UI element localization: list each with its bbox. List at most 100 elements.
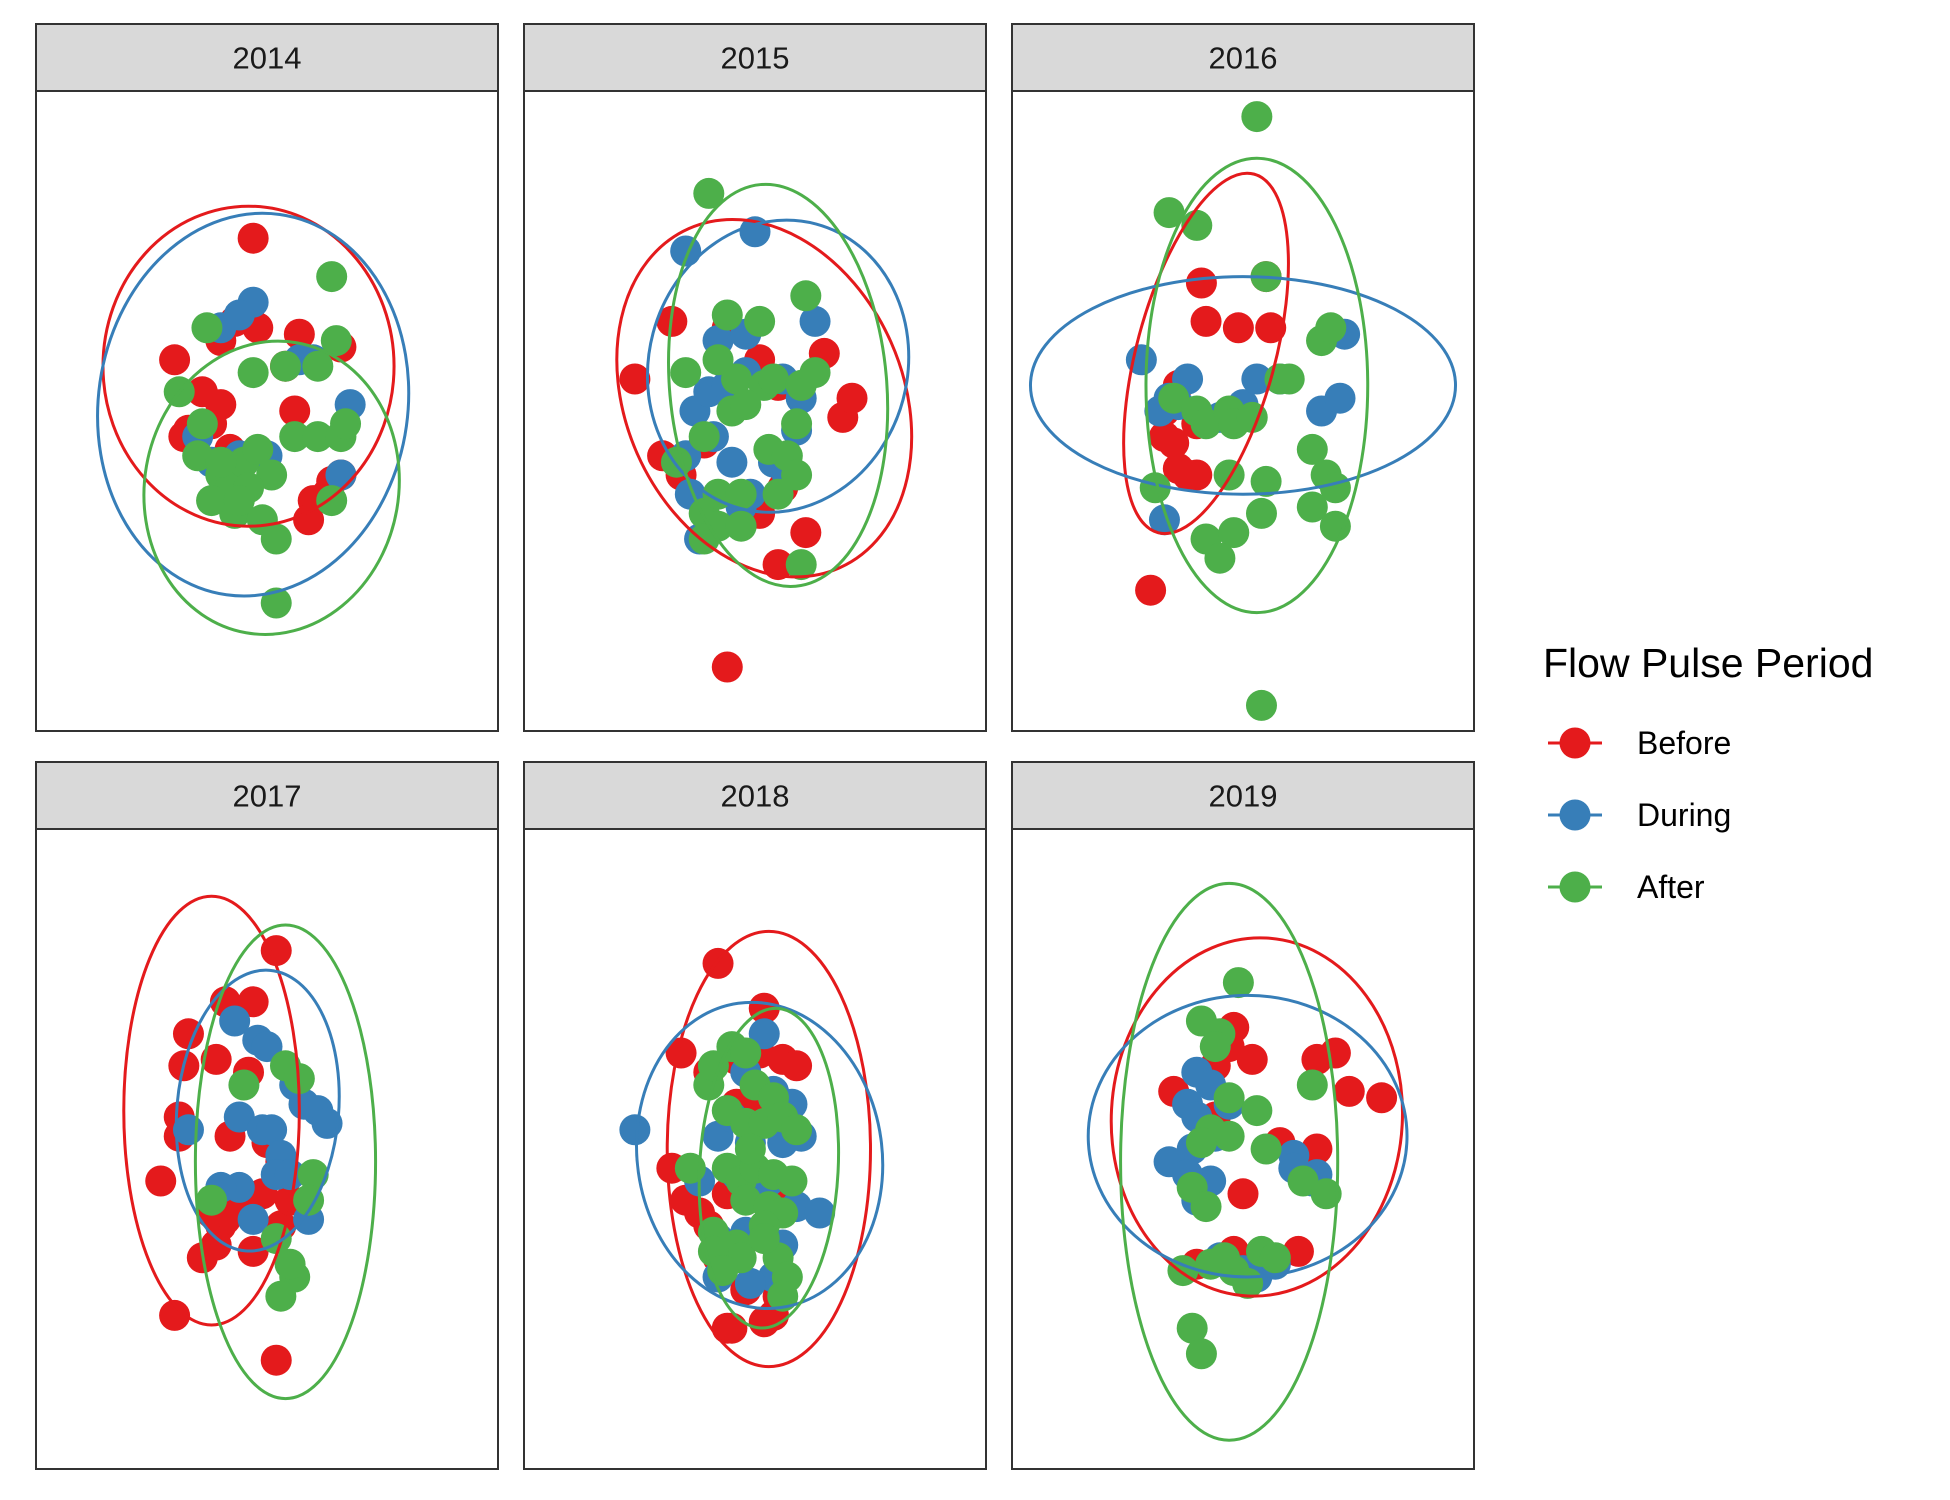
point-after — [1204, 542, 1236, 574]
point-during — [311, 1107, 343, 1139]
point-after — [302, 350, 334, 382]
point-after — [688, 421, 720, 453]
point-after — [205, 446, 237, 478]
point-after — [256, 459, 288, 491]
facet-strip — [35, 761, 499, 830]
ellipse-after — [1144, 156, 1370, 615]
facet-strip-label: 2017 — [233, 779, 302, 814]
point-after — [260, 523, 292, 555]
point-before — [237, 222, 269, 254]
point-after — [237, 357, 269, 389]
point-after — [265, 1280, 297, 1312]
ellipse-during — [174, 968, 341, 1253]
point-after — [1190, 408, 1222, 440]
point-after — [1273, 363, 1305, 395]
point-after — [748, 1223, 780, 1255]
facet-panel-2014: 2014 — [35, 23, 499, 732]
point-after — [1185, 1338, 1217, 1370]
facet-panel-2017: 2017 — [35, 761, 499, 1470]
legend-key-dot — [1559, 799, 1591, 831]
point-before — [711, 1312, 743, 1344]
point-after — [781, 408, 813, 440]
point-after — [1296, 491, 1328, 523]
point-during — [223, 1101, 255, 1133]
legend-item-after: After — [1548, 869, 1705, 905]
point-after — [767, 1280, 799, 1312]
facet-strip-label: 2018 — [721, 779, 790, 814]
point-after — [1319, 510, 1351, 542]
ellipse-during — [96, 211, 411, 598]
ellipse-after — [667, 182, 890, 588]
point-after — [1199, 1031, 1231, 1063]
point-before — [159, 1299, 191, 1331]
legend-title: Flow Pulse Period — [1543, 640, 1873, 686]
point-after — [1153, 197, 1185, 229]
point-before — [1185, 267, 1217, 299]
point-after — [757, 363, 789, 395]
point-after — [196, 485, 228, 517]
point-before — [1366, 1082, 1398, 1114]
point-after — [1250, 1133, 1282, 1165]
point-after — [1315, 312, 1347, 344]
point-before — [790, 517, 822, 549]
point-before — [186, 376, 218, 408]
point-after — [1296, 433, 1328, 465]
point-after — [790, 280, 822, 312]
point-after — [228, 1069, 260, 1101]
point-after — [1213, 1082, 1245, 1114]
point-before — [1333, 1075, 1365, 1107]
point-after — [702, 344, 734, 376]
legend-item-before: Before — [1548, 725, 1731, 761]
plot-area — [35, 90, 499, 732]
point-during — [619, 1114, 651, 1146]
point-after — [725, 478, 757, 510]
legend-label: During — [1637, 797, 1731, 833]
point-before — [619, 363, 651, 395]
point-after — [1139, 472, 1171, 504]
point-after — [1213, 459, 1245, 491]
point-after — [302, 421, 334, 453]
ellipse-before — [1122, 171, 1290, 536]
facet-strip-label: 2015 — [721, 41, 790, 76]
ellipse-after — [142, 339, 401, 636]
point-after — [1213, 1120, 1245, 1152]
facet-panel-2015: 2015 — [523, 23, 987, 732]
legend-label: Before — [1637, 725, 1731, 761]
point-after — [762, 478, 794, 510]
point-after — [725, 510, 757, 542]
point-after — [1209, 1242, 1241, 1274]
point-after — [1158, 382, 1190, 414]
point-during — [799, 305, 831, 337]
point-before — [1222, 312, 1254, 344]
point-after — [721, 363, 753, 395]
point-during — [1241, 363, 1273, 395]
point-before — [260, 935, 292, 967]
point-before — [836, 382, 868, 414]
point-during — [1324, 382, 1356, 414]
point-after — [730, 1037, 762, 1069]
ellipse-during — [645, 218, 911, 514]
point-before — [145, 1165, 177, 1197]
facet-strip-label: 2016 — [1209, 41, 1278, 76]
point-before — [665, 1037, 697, 1069]
point-after — [297, 1159, 329, 1191]
point-after — [1287, 1165, 1319, 1197]
point-after — [1190, 1191, 1222, 1223]
plot-area — [1011, 828, 1475, 1470]
point-after — [670, 357, 702, 389]
point-after — [781, 1114, 813, 1146]
ellipse-during — [635, 1000, 885, 1310]
point-before — [1158, 427, 1190, 459]
legend-item-during: During — [1548, 797, 1731, 833]
ellipse-during — [1028, 275, 1458, 496]
point-after — [730, 389, 762, 421]
facet-panels: 2014 2015 2016 2017 2018 2019 — [35, 23, 1475, 1470]
point-after — [711, 299, 743, 331]
point-after — [781, 459, 813, 491]
point-before — [762, 549, 794, 581]
ellipse-before — [122, 894, 301, 1327]
facet-strip-label: 2014 — [233, 41, 302, 76]
point-before — [1236, 1043, 1268, 1075]
point-after — [1176, 1312, 1208, 1344]
